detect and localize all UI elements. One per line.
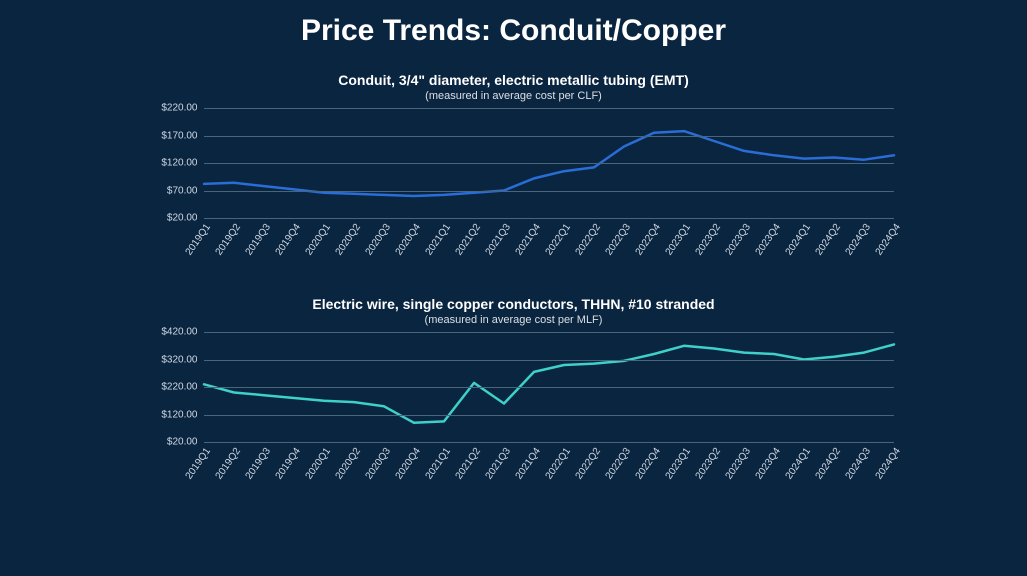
chart-copper-plot-wrap: $20.00$120.00$220.00$320.00$420.00 2019Q…	[134, 332, 894, 502]
y-axis-label: $120.00	[161, 158, 203, 169]
x-axis-label: 2019Q4	[273, 446, 302, 481]
x-axis-label: 2023Q2	[693, 446, 722, 481]
x-axis-label: 2024Q3	[843, 222, 872, 257]
chart-copper-subtitle: (measured in average cost per MLF)	[134, 314, 894, 326]
x-axis-label: 2019Q2	[213, 446, 242, 481]
gridline	[204, 360, 894, 361]
y-axis-label: $320.00	[161, 354, 203, 365]
chart-conduit-subtitle: (measured in average cost per CLF)	[134, 90, 894, 102]
x-axis-label: 2024Q3	[843, 446, 872, 481]
chart-copper: Electric wire, single copper conductors,…	[134, 296, 894, 502]
y-axis-label: $170.00	[161, 130, 203, 141]
x-axis-label: 2022Q1	[543, 446, 572, 481]
y-axis-label: $220.00	[161, 103, 203, 114]
series-line	[204, 344, 894, 422]
x-axis-label: 2024Q4	[873, 446, 902, 481]
x-axis-label: 2020Q4	[393, 446, 422, 481]
page-root: Price Trends: Conduit/Copper Conduit, 3/…	[0, 0, 1027, 576]
x-axis-label: 2021Q1	[423, 446, 452, 481]
gridline	[204, 108, 894, 109]
x-axis-label: 2024Q1	[783, 222, 812, 257]
x-axis-label: 2021Q4	[513, 222, 542, 257]
chart-conduit-plot-area: $20.00$70.00$120.00$170.00$220.00	[204, 108, 894, 218]
x-axis-label: 2022Q2	[573, 446, 602, 481]
gridline	[204, 191, 894, 192]
y-axis-label: $420.00	[161, 327, 203, 338]
chart-conduit-xaxis: 2019Q12019Q22019Q32019Q42020Q12020Q22020…	[204, 218, 894, 278]
x-axis-label: 2020Q4	[393, 222, 422, 257]
y-axis-label: $20.00	[167, 213, 204, 224]
x-axis-label: 2023Q4	[753, 222, 782, 257]
gridline	[204, 136, 894, 137]
chart-copper-title: Electric wire, single copper conductors,…	[134, 296, 894, 312]
x-axis-label: 2023Q3	[723, 446, 752, 481]
gridline	[204, 387, 894, 388]
x-axis-label: 2020Q3	[363, 446, 392, 481]
x-axis-label: 2022Q3	[603, 222, 632, 257]
x-axis-label: 2024Q2	[813, 222, 842, 257]
x-axis-label: 2023Q1	[663, 222, 692, 257]
x-axis-label: 2019Q3	[243, 222, 272, 257]
x-axis-label: 2023Q3	[723, 222, 752, 257]
chart-conduit-title: Conduit, 3/4" diameter, electric metalli…	[134, 72, 894, 88]
x-axis-label: 2021Q4	[513, 446, 542, 481]
x-axis-label: 2021Q2	[453, 222, 482, 257]
x-axis-label: 2021Q3	[483, 222, 512, 257]
x-axis-label: 2020Q3	[363, 222, 392, 257]
chart-copper-xaxis: 2019Q12019Q22019Q32019Q42020Q12020Q22020…	[204, 442, 894, 502]
x-axis-label: 2021Q1	[423, 222, 452, 257]
x-axis-label: 2021Q3	[483, 446, 512, 481]
x-axis-label: 2019Q1	[183, 446, 212, 481]
gridline	[204, 163, 894, 164]
x-axis-label: 2024Q1	[783, 446, 812, 481]
x-axis-label: 2022Q4	[633, 222, 662, 257]
x-axis-label: 2019Q2	[213, 222, 242, 257]
x-axis-label: 2022Q4	[633, 446, 662, 481]
x-axis-label: 2020Q2	[333, 446, 362, 481]
x-axis-label: 2019Q4	[273, 222, 302, 257]
page-title: Price Trends: Conduit/Copper	[0, 0, 1027, 54]
gridline	[204, 332, 894, 333]
x-axis-label: 2021Q2	[453, 446, 482, 481]
y-axis-label: $220.00	[161, 382, 203, 393]
x-axis-label: 2019Q1	[183, 222, 212, 257]
x-axis-label: 2020Q1	[303, 446, 332, 481]
y-axis-label: $70.00	[167, 185, 204, 196]
y-axis-label: $20.00	[167, 437, 204, 448]
y-axis-label: $120.00	[161, 409, 203, 420]
x-axis-label: 2022Q2	[573, 222, 602, 257]
x-axis-label: 2023Q1	[663, 446, 692, 481]
x-axis-label: 2020Q2	[333, 222, 362, 257]
gridline	[204, 415, 894, 416]
x-axis-label: 2023Q4	[753, 446, 782, 481]
chart-conduit-plot-wrap: $20.00$70.00$120.00$170.00$220.00 2019Q1…	[134, 108, 894, 278]
x-axis-label: 2024Q2	[813, 446, 842, 481]
chart-conduit: Conduit, 3/4" diameter, electric metalli…	[134, 72, 894, 278]
x-axis-label: 2024Q4	[873, 222, 902, 257]
chart-copper-plot-area: $20.00$120.00$220.00$320.00$420.00	[204, 332, 894, 442]
x-axis-label: 2023Q2	[693, 222, 722, 257]
x-axis-label: 2022Q3	[603, 446, 632, 481]
x-axis-label: 2022Q1	[543, 222, 572, 257]
x-axis-label: 2019Q3	[243, 446, 272, 481]
x-axis-label: 2020Q1	[303, 222, 332, 257]
